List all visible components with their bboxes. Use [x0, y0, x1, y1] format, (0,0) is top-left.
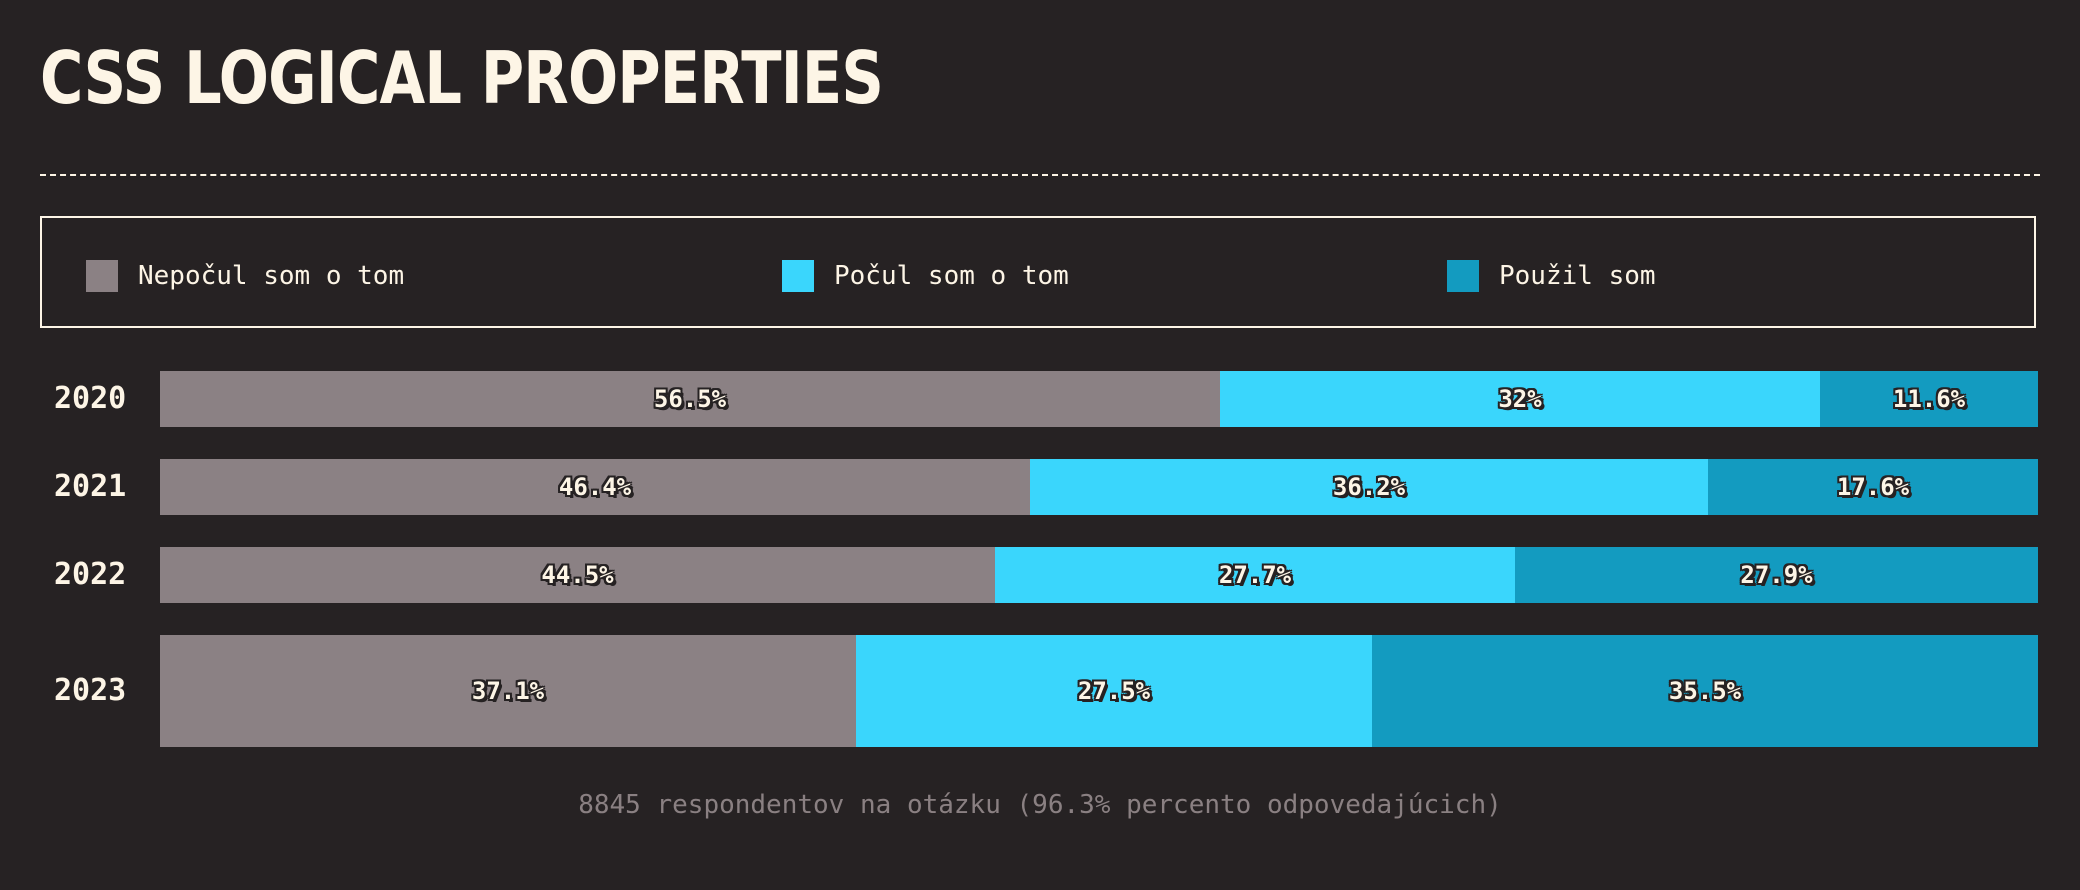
data-label-used-2022: 27.9%	[1740, 561, 1813, 589]
year-label-2020: 2020	[54, 381, 127, 416]
bar-segment-used-2022[interactable]: 27.9%	[1515, 547, 2038, 603]
data-label-used-2023: 35.5%	[1668, 677, 1742, 705]
bar-segment-heard-2023[interactable]: 27.5%	[856, 635, 1372, 747]
data-label-heard-2021: 36.2%	[1332, 473, 1406, 501]
bar-segment-used-2023[interactable]: 35.5%	[1372, 635, 2038, 747]
legend: Nepočul som o tom Počul som o tom Použil…	[40, 216, 2036, 328]
data-label-never-heard-2023: 37.1%	[471, 677, 545, 705]
year-label-2021: 2021	[54, 469, 127, 504]
bar-segment-heard-2020[interactable]: 32%	[1220, 371, 1820, 427]
year-label-2022: 2022	[54, 557, 127, 592]
bar-segment-never-heard-2022[interactable]: 44.5%	[160, 547, 995, 603]
legend-label-used: Použil som	[1499, 261, 1656, 291]
data-label-heard-2020: 32%	[1498, 385, 1542, 413]
year-label-2023: 2023	[54, 673, 127, 708]
respondents-footnote: 8845 respondentov na otázku (96.3% perce…	[578, 790, 1502, 820]
data-label-heard-2023: 27.5%	[1077, 677, 1151, 705]
legend-swatch-never-heard	[86, 260, 118, 292]
data-label-used-2021: 17.6%	[1836, 473, 1910, 501]
data-label-never-heard-2022: 44.5%	[541, 561, 614, 589]
bar-row-2023: 37.1% 27.5% 35.5%	[160, 635, 2038, 747]
data-label-heard-2022: 27.7%	[1218, 561, 1292, 589]
data-label-used-2020: 11.6%	[1892, 385, 1966, 413]
bar-row-2020: 56.5% 32% 11.6%	[160, 371, 2038, 427]
legend-label-heard: Počul som o tom	[834, 261, 1069, 291]
bar-segment-heard-2021[interactable]: 36.2%	[1030, 459, 1708, 515]
bar-segment-used-2020[interactable]: 11.6%	[1820, 371, 2038, 427]
bar-segment-never-heard-2020[interactable]: 56.5%	[160, 371, 1220, 427]
legend-swatch-used	[1447, 260, 1479, 292]
bar-row-2021: 46.4% 36.2% 17.6%	[160, 459, 2038, 515]
legend-swatch-heard	[782, 260, 814, 292]
legend-item-never-heard[interactable]: Nepočul som o tom	[86, 260, 404, 292]
chart-title: CSS LOGICAL PROPERTIES	[40, 36, 884, 120]
legend-label-never-heard: Nepočul som o tom	[138, 261, 405, 291]
bar-segment-heard-2022[interactable]: 27.7%	[995, 547, 1515, 603]
title-divider	[40, 174, 2040, 176]
bar-segment-used-2021[interactable]: 17.6%	[1708, 459, 2038, 515]
bar-segment-never-heard-2023[interactable]: 37.1%	[160, 635, 856, 747]
data-label-never-heard-2020: 56.5%	[653, 385, 727, 413]
data-label-never-heard-2021: 46.4%	[558, 473, 632, 501]
bar-row-2022: 44.5% 27.7% 27.9%	[160, 547, 2038, 603]
bar-segment-never-heard-2021[interactable]: 46.4%	[160, 459, 1030, 515]
legend-item-used[interactable]: Použil som	[1447, 260, 1656, 292]
legend-item-heard[interactable]: Počul som o tom	[782, 260, 1069, 292]
